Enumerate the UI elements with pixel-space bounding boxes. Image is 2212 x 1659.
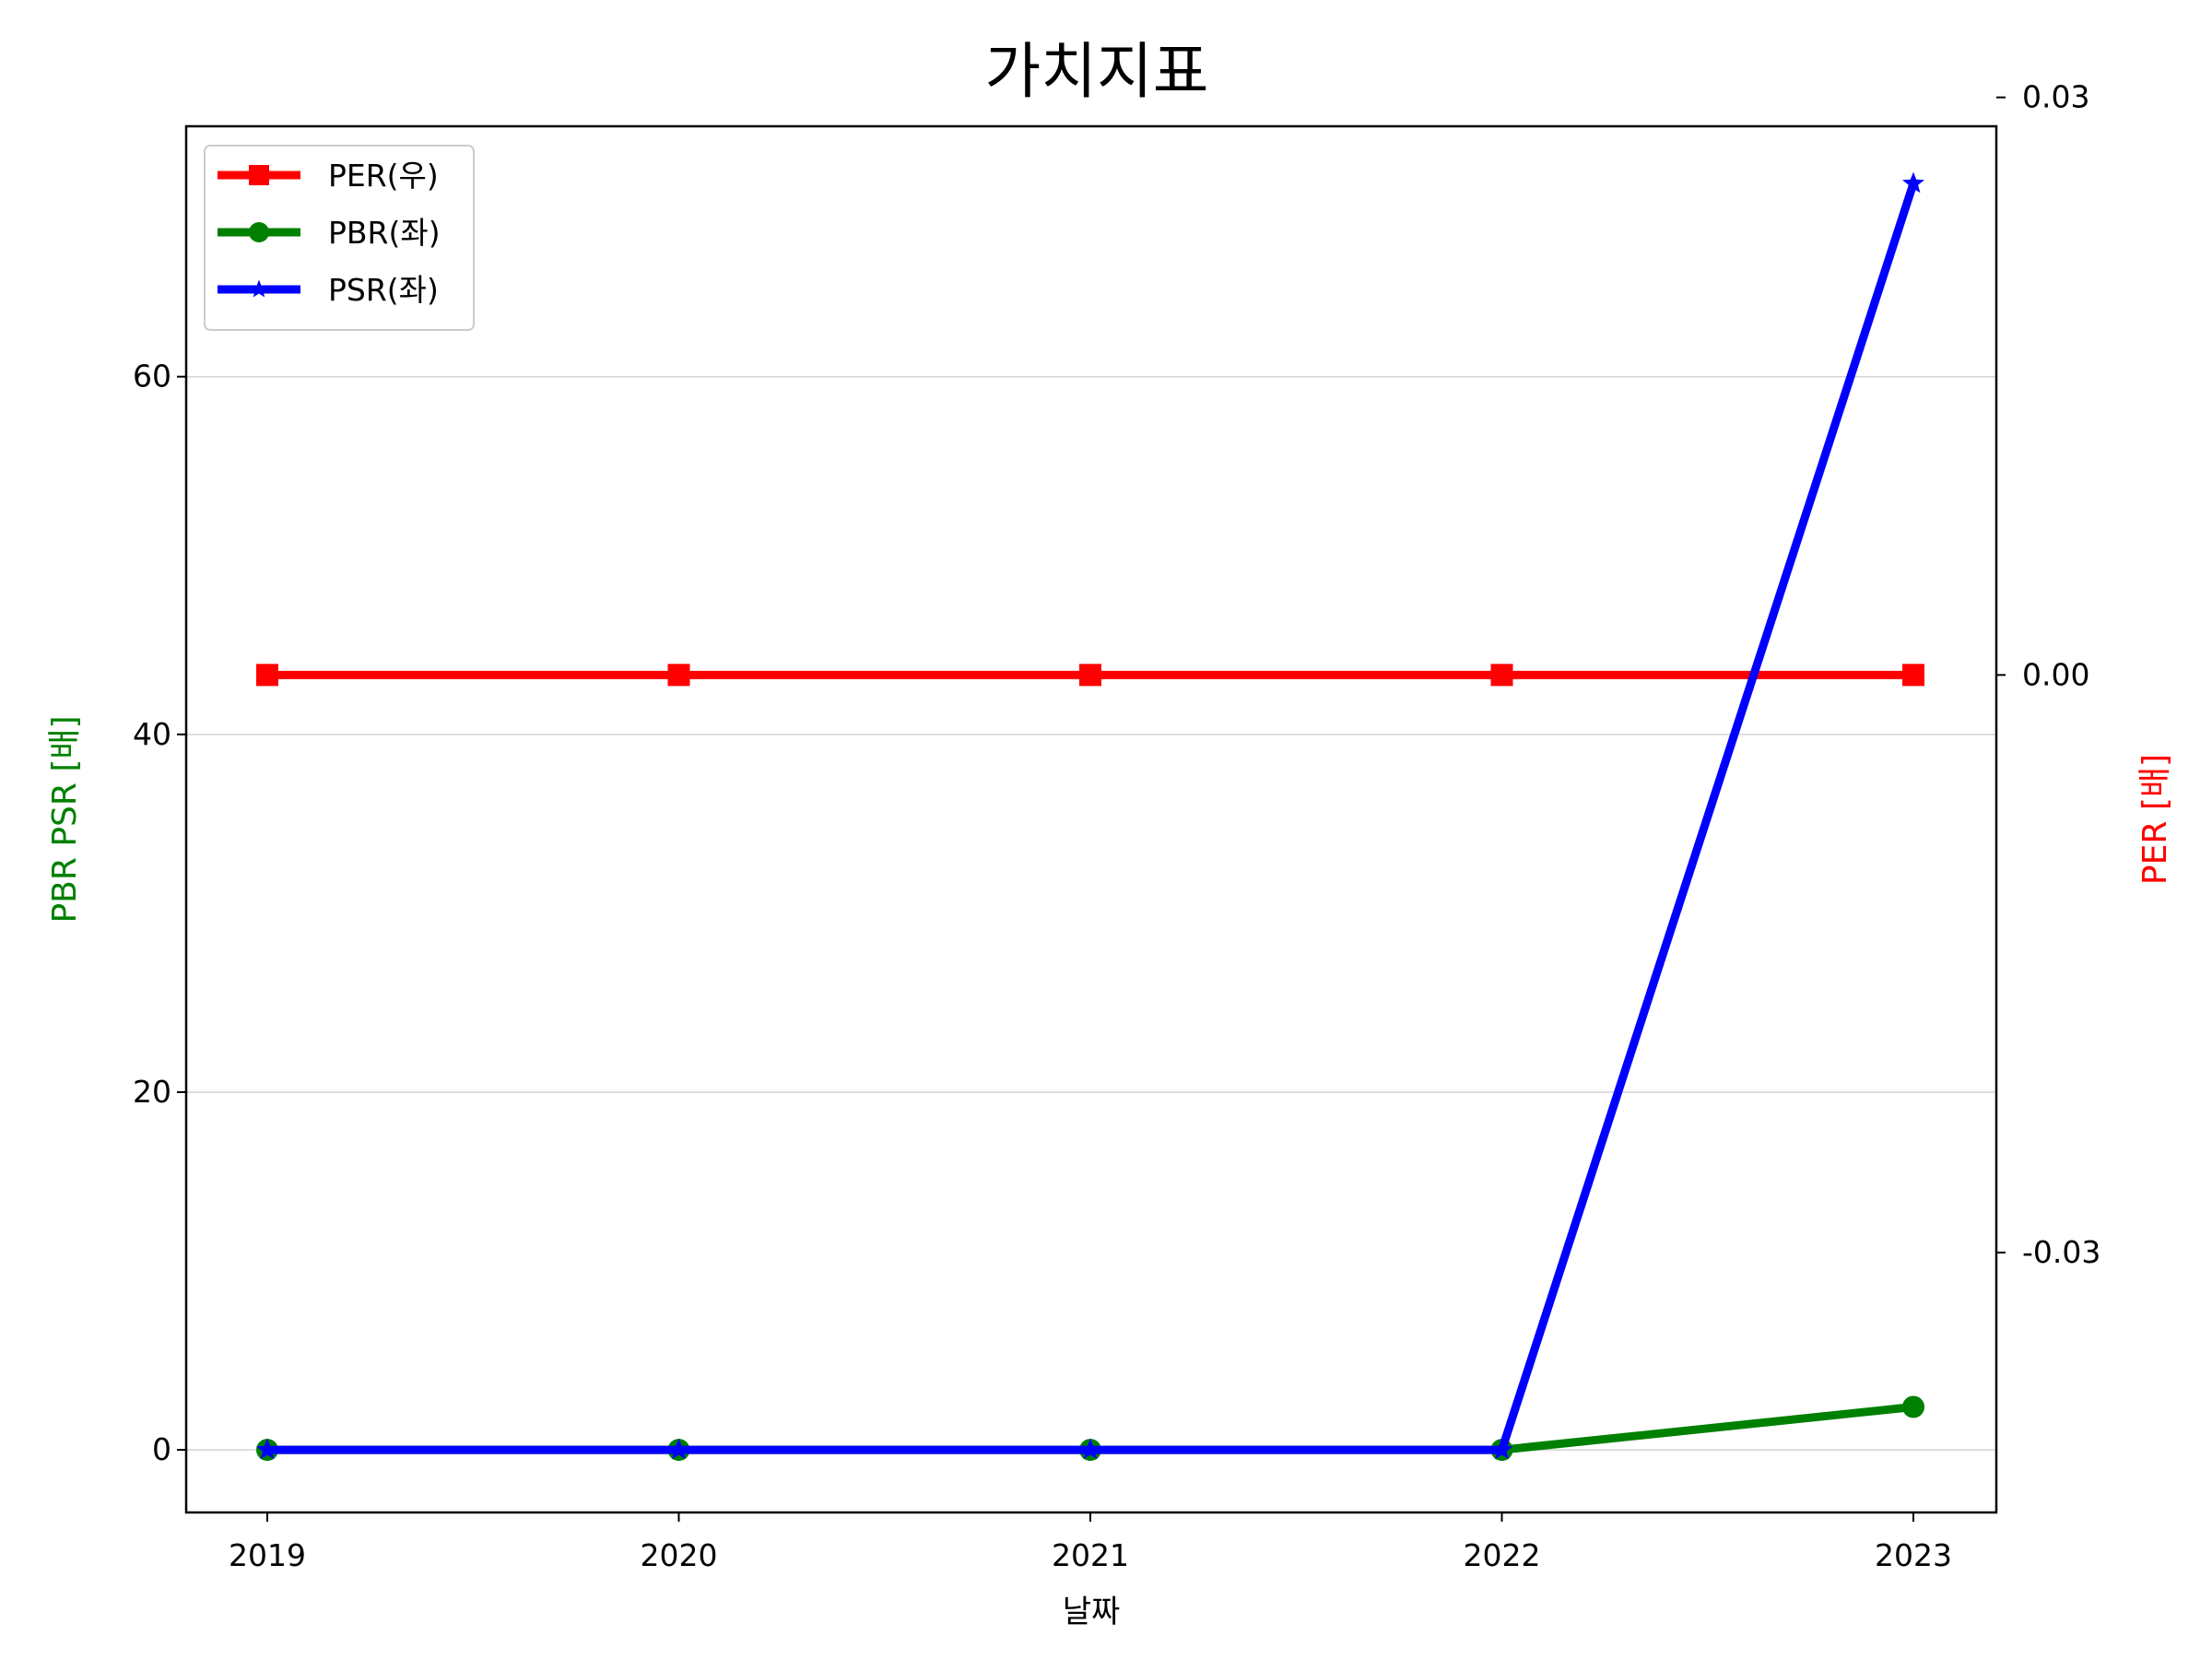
left-axis-label: PBR PSR [배]: [46, 715, 84, 923]
left-tick-label: 40: [133, 716, 171, 752]
per-series: [256, 664, 1924, 687]
legend-label-psr: PSR(좌): [328, 272, 439, 308]
right-tick-label: 0.03: [2022, 79, 2089, 115]
x-axis-label: 날짜: [1063, 1594, 1121, 1630]
per-point: [256, 664, 278, 687]
legend: PER(우) PBR(좌) PSR(좌): [204, 145, 475, 331]
psr-series: [256, 171, 1924, 1460]
left-tick-label: 0: [152, 1431, 171, 1467]
right-axis-ticks: 0.03 0.00 -0.03: [1996, 79, 2100, 1270]
series-layer: [256, 171, 1924, 1462]
x-tick-label: 2020: [641, 1537, 718, 1573]
right-axis-label: PER [배]: [2136, 754, 2174, 885]
legend-marker-psr: [250, 279, 268, 298]
psr-point: [1902, 171, 1924, 194]
per-point: [667, 664, 690, 687]
per-point: [1902, 664, 1924, 687]
left-tick-label: 60: [133, 359, 171, 394]
per-point: [1490, 664, 1513, 687]
chart-title: 가치지표: [985, 36, 1209, 107]
x-tick-label: 2019: [229, 1537, 306, 1573]
legend-marker-per: [249, 165, 269, 185]
x-tick-label: 2021: [1052, 1537, 1129, 1573]
psr-line: [267, 182, 1918, 1454]
x-axis-ticks: 2019 2020 2021 2022 2023: [229, 1512, 1952, 1573]
legend-box: [204, 145, 475, 331]
legend-label-pbr: PBR(좌): [328, 215, 441, 251]
left-axis-ticks: 0 20 40 60: [133, 359, 186, 1467]
x-tick-label: 2023: [1875, 1537, 1952, 1573]
legend-label-per: PER(우): [328, 158, 439, 194]
left-tick-label: 20: [133, 1074, 171, 1110]
grid-lines: [186, 375, 1996, 1451]
plot-frame: [184, 124, 1998, 1514]
per-point: [1079, 664, 1101, 687]
right-tick-label: -0.03: [2022, 1234, 2100, 1270]
pbr-point: [1902, 1395, 1924, 1418]
legend-marker-pbr: [249, 222, 269, 242]
psr-point: [1490, 1438, 1513, 1460]
psr-point: [667, 1438, 690, 1460]
psr-point: [256, 1438, 278, 1460]
x-tick-label: 2022: [1464, 1537, 1541, 1573]
right-tick-label: 0.00: [2022, 656, 2089, 692]
psr-point: [1079, 1438, 1101, 1460]
